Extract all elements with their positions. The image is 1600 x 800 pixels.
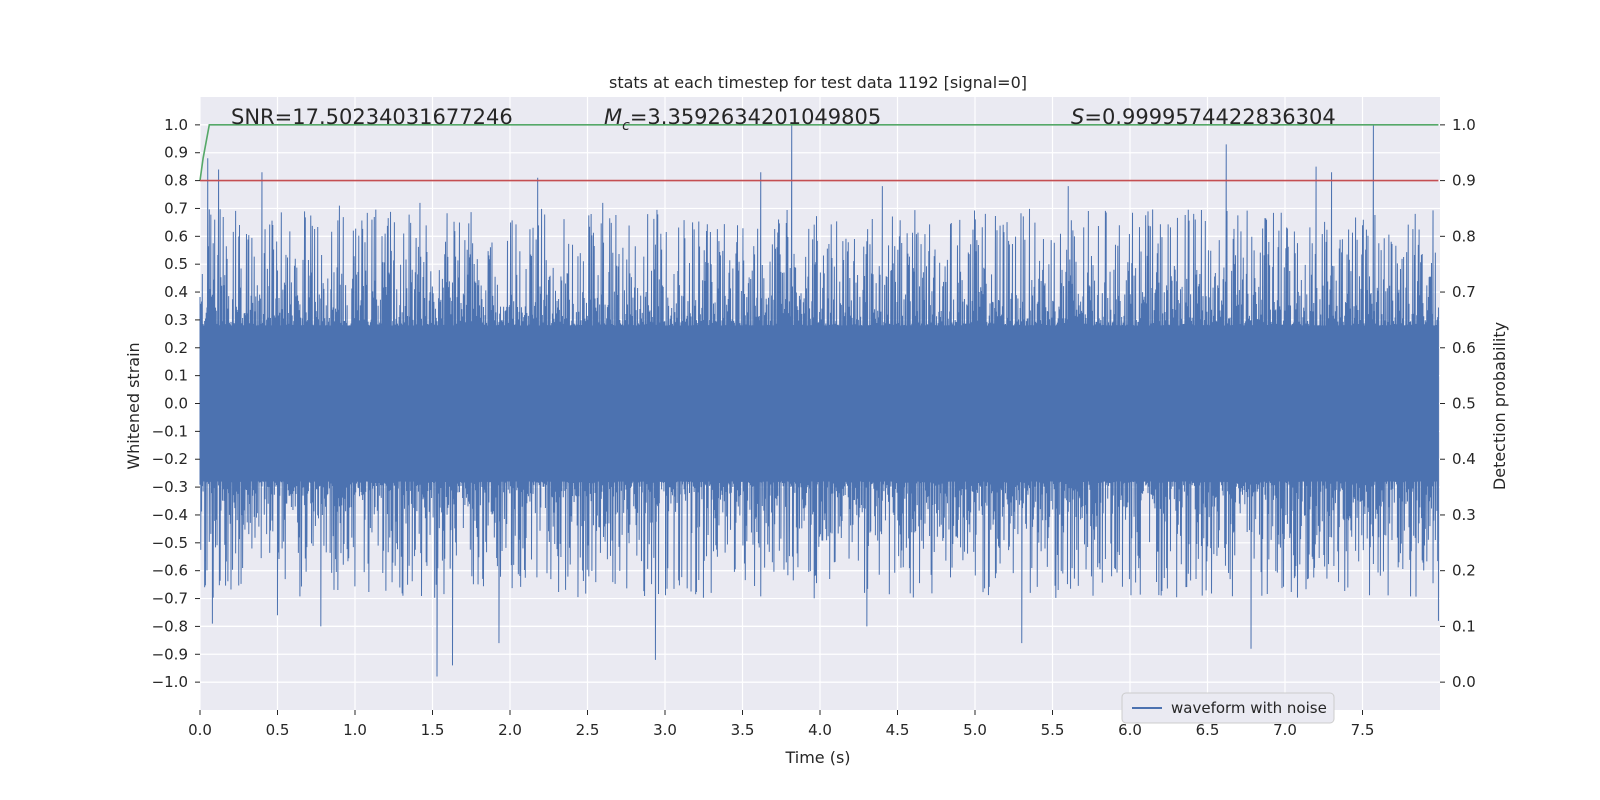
y-tick-label: 0.6 [164, 227, 188, 245]
snr-annotation: SNR=17.50234031677246 [231, 105, 513, 129]
detection-probability-line [199, 124, 1439, 181]
y-axis-label: Whitened strain [124, 342, 143, 469]
y-tick-label: 0.1 [164, 367, 188, 385]
y-tick-label: 0.5 [164, 255, 188, 273]
x-tick-label: 1.5 [421, 721, 445, 739]
x-tick-label: 2.0 [498, 721, 522, 739]
y-tick-label: 0.3 [164, 311, 188, 329]
y-tick-label: −0.1 [152, 422, 188, 440]
y2-tick-label: 0.4 [1452, 450, 1476, 468]
x-tick-label: 1.0 [343, 721, 367, 739]
x-tick-label: 2.5 [576, 721, 600, 739]
y-tick-label: −0.5 [152, 534, 188, 552]
y-tick-label: 0.7 [164, 199, 188, 217]
legend: waveform with noise [1121, 692, 1335, 724]
y-tick-label: −0.3 [152, 478, 188, 496]
y-tick-label: 0.0 [164, 395, 188, 413]
x-tick-label: 0.0 [188, 721, 212, 739]
y-tick-label: 1.0 [164, 116, 188, 134]
y-tick-label: −0.7 [152, 590, 188, 608]
y-tick-label: −1.0 [152, 673, 188, 691]
y-tick-label: −0.9 [152, 645, 188, 663]
x-tick-label: 3.5 [731, 721, 755, 739]
x-tick-label: 5.0 [963, 721, 987, 739]
y-tick-label: −0.6 [152, 562, 188, 580]
probability-series [199, 124, 1439, 182]
waveform-line [199, 122, 1439, 677]
waveform-series [199, 122, 1439, 677]
mc-symbol: M [604, 105, 622, 129]
chirp-mass-annotation: Mc=3.3592634201049805 [604, 105, 881, 134]
legend-box [1121, 692, 1335, 724]
y2-tick-label: 0.3 [1452, 506, 1476, 524]
y-tick-label: −0.4 [152, 506, 188, 524]
x-tick-label: 0.5 [266, 721, 290, 739]
y-tick-label: 0.2 [164, 339, 188, 357]
x-axis-label: Time (s) [784, 748, 850, 767]
y-tick-label: 0.8 [164, 172, 188, 190]
x-tick-label: 7.0 [1273, 721, 1297, 739]
y2-tick-label: 0.5 [1452, 395, 1476, 413]
x-tick-label: 6.5 [1196, 721, 1220, 739]
x-axis: 0.0 0.5 1.0 1.5 2.0 2.5 3.0 3.5 4.0 4.5 5.0 5.5 6.0 6… [188, 710, 1374, 739]
x-tick-label: 4.0 [808, 721, 832, 739]
s-symbol: S [1071, 105, 1084, 129]
y2-tick-label: 0.8 [1452, 227, 1476, 245]
y-axis-right: 1.0 0.9 0.8 0.7 0.6 0.5 0.4 0.3 0.2 0.1 0.0 [1440, 116, 1476, 691]
y2-tick-label: 1.0 [1452, 116, 1476, 134]
x-tick-label: 7.5 [1351, 721, 1375, 739]
x-tick-label: 4.5 [886, 721, 910, 739]
mc-subscript: c [622, 118, 630, 134]
x-tick-label: 6.0 [1118, 721, 1142, 739]
y-tick-label: 0.9 [164, 144, 188, 162]
y-tick-label: −0.2 [152, 450, 188, 468]
y2-tick-label: 0.9 [1452, 172, 1476, 190]
y2-tick-label: 0.7 [1452, 283, 1476, 301]
y2-tick-label: 0.2 [1452, 562, 1476, 580]
y-axis-left: 1.0 0.9 0.8 0.7 0.6 0.5 0.4 0.3 0.2 0.1 0.0 −0.1 −0.… [152, 116, 200, 691]
mc-value: =3.3592634201049805 [630, 105, 881, 129]
x-tick-label: 3.0 [653, 721, 677, 739]
s-value: =0.9999574422836304 [1084, 105, 1335, 129]
y2-tick-label: 0.0 [1452, 673, 1476, 691]
chart-title: stats at each timestep for test data 119… [609, 73, 1027, 92]
legend-label: waveform with noise [1171, 699, 1327, 717]
significance-annotation: S=0.9999574422836304 [1071, 105, 1336, 129]
y-tick-label: 0.4 [164, 283, 188, 301]
x-tick-label: 5.5 [1041, 721, 1065, 739]
y2-tick-label: 0.6 [1452, 339, 1476, 357]
y2-tick-label: 0.1 [1452, 617, 1476, 635]
y2-axis-label: Detection probability [1490, 322, 1509, 490]
y-tick-label: −0.8 [152, 617, 188, 635]
